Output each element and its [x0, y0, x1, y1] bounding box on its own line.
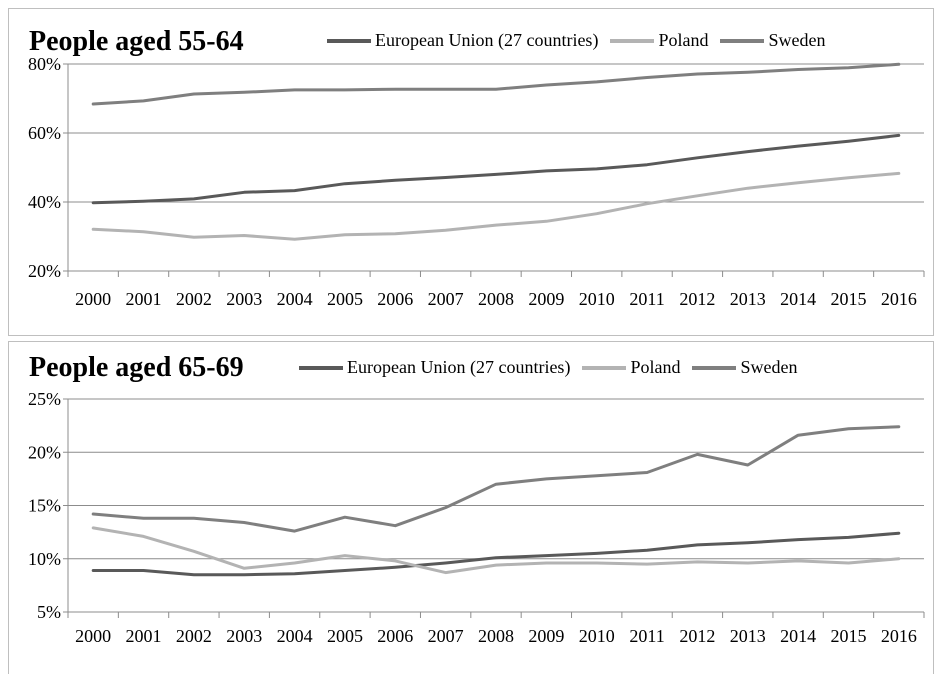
y-tick-label: 25% — [28, 389, 61, 409]
x-tick-label: 2001 — [126, 626, 162, 646]
x-tick-label: 2010 — [579, 626, 615, 646]
series-line-sweden — [91, 425, 901, 533]
legend-item-poland: Poland — [582, 357, 680, 378]
x-tick-label: 2006 — [377, 626, 413, 646]
x-tick-label: 2012 — [679, 626, 715, 646]
y-tick-label: 40% — [28, 192, 61, 212]
x-tick-label: 2005 — [327, 626, 363, 646]
x-tick-label: 2003 — [226, 626, 262, 646]
x-tick-label: 2014 — [780, 626, 816, 646]
chart-title: People aged 65-69 — [29, 352, 244, 383]
chart-svg-65-69: 5% 10% 15% 20% 25% 2000 2001 2002 2003 2004 2005 20… — [28, 389, 925, 646]
legend-label-eu: European Union (27 countries) — [347, 357, 571, 377]
chart-panel-65-69: 5% 10% 15% 20% 25% 2000 2001 2002 2003 2004 2005 20… — [8, 341, 934, 674]
x-tick-label: 2008 — [478, 289, 514, 309]
y-tick-label: 20% — [28, 442, 61, 462]
x-tick-label: 2015 — [830, 289, 866, 309]
legend: European Union (27 countries) Poland Swe… — [327, 30, 837, 51]
x-tick-label: 2002 — [176, 289, 212, 309]
y-tick-label: 60% — [28, 123, 61, 143]
legend-item-eu: European Union (27 countries) — [327, 30, 598, 51]
legend-swatch-sweden — [692, 365, 737, 370]
x-tick-label: 2016 — [881, 626, 917, 646]
x-tick-label: 2005 — [327, 289, 363, 309]
x-tick-label: 2007 — [428, 289, 464, 309]
x-tick-label: 2014 — [780, 289, 816, 309]
legend-swatch-poland — [610, 38, 655, 43]
series-line-sweden — [91, 62, 901, 106]
x-tick-label: 2012 — [679, 289, 715, 309]
series-line-poland — [91, 526, 901, 575]
legend-item-poland: Poland — [610, 30, 708, 51]
y-tick-label: 15% — [28, 496, 61, 516]
x-tick-label: 2013 — [730, 289, 766, 309]
legend-label-poland: Poland — [630, 357, 681, 377]
x-tick-label: 2002 — [176, 626, 212, 646]
y-tick-label: 20% — [28, 261, 61, 281]
x-tick-label: 2000 — [75, 289, 111, 309]
y-tick-label: 5% — [37, 602, 61, 622]
legend-label-sweden: Sweden — [740, 357, 798, 377]
legend-label-eu: European Union (27 countries) — [375, 30, 599, 50]
legend-swatch-poland — [582, 365, 627, 370]
series-line-eu — [91, 133, 901, 205]
chart-panel-55-64: 20% 40% 60% 80% 2000 2001 2002 2003 2004 2005 2006… — [8, 8, 934, 336]
x-tick-label: 2009 — [528, 289, 564, 309]
y-tick-label: 80% — [28, 54, 61, 74]
x-tick-label: 2011 — [629, 289, 664, 309]
x-tick-label: 2016 — [881, 289, 917, 309]
legend-label-poland: Poland — [658, 30, 709, 50]
x-tick-label: 2009 — [528, 626, 564, 646]
x-tick-label: 2010 — [579, 289, 615, 309]
x-tick-label: 2011 — [629, 626, 664, 646]
legend: European Union (27 countries) Poland Swe… — [299, 357, 809, 378]
x-tick-label: 2003 — [226, 289, 262, 309]
x-tick-label: 2001 — [126, 289, 162, 309]
legend-item-eu: European Union (27 countries) — [299, 357, 570, 378]
series-line-poland — [91, 171, 901, 241]
x-tick-label: 2008 — [478, 626, 514, 646]
x-tick-label: 2006 — [377, 289, 413, 309]
chart-svg-55-64: 20% 40% 60% 80% 2000 2001 2002 2003 2004 2005 2006… — [28, 54, 925, 309]
legend-label-sweden: Sweden — [768, 30, 826, 50]
legend-item-sweden: Sweden — [692, 357, 797, 378]
x-tick-label: 2000 — [75, 626, 111, 646]
x-tick-label: 2004 — [277, 289, 313, 309]
legend-item-sweden: Sweden — [720, 30, 825, 51]
chart-title: People aged 55-64 — [29, 26, 244, 57]
legend-swatch-eu — [299, 365, 343, 370]
x-tick-label: 2015 — [830, 626, 866, 646]
series-line-eu — [91, 531, 901, 577]
y-tick-label: 10% — [28, 549, 61, 569]
legend-swatch-eu — [327, 38, 371, 43]
x-tick-label: 2013 — [730, 626, 766, 646]
legend-swatch-sweden — [720, 38, 765, 43]
x-tick-label: 2004 — [277, 626, 313, 646]
x-tick-label: 2007 — [428, 626, 464, 646]
